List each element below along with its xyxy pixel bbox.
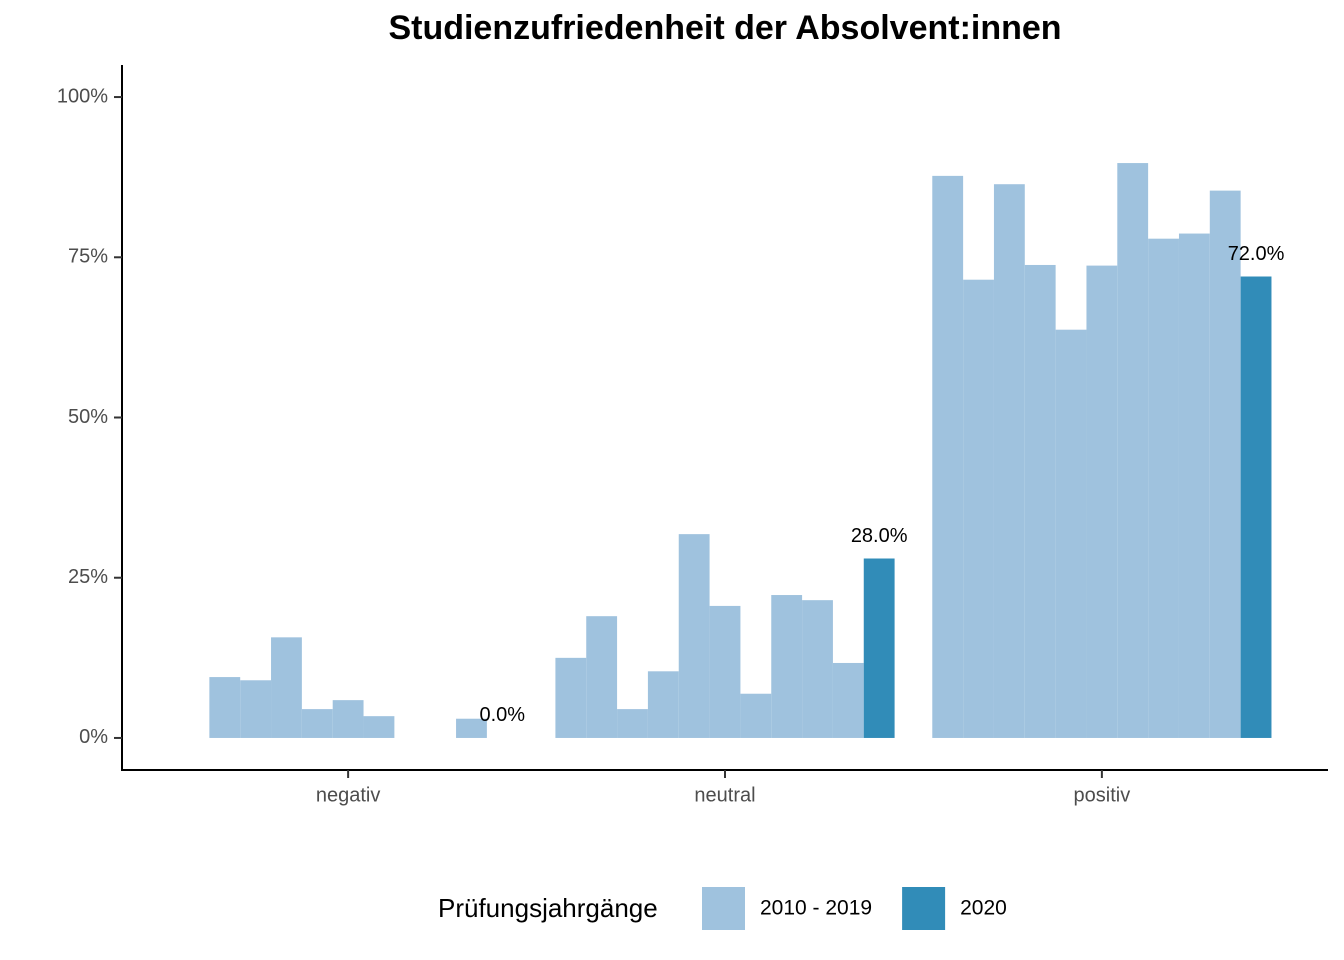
bar: [709, 605, 741, 738]
legend-label: 2020: [960, 897, 1007, 920]
bar: [209, 677, 241, 738]
x-tick-label: neutral: [694, 784, 755, 806]
legend-title: Prüfungsjahrgänge: [438, 893, 658, 923]
bar: [456, 718, 487, 738]
bar: [1086, 265, 1118, 738]
bar: [1055, 329, 1087, 738]
bar: [555, 657, 587, 738]
bar: [932, 175, 964, 738]
bar: [271, 637, 302, 738]
y-tick-label: 50%: [68, 406, 108, 428]
bar: [301, 709, 333, 738]
bar: [1240, 276, 1272, 738]
bar: [1178, 233, 1210, 738]
bar: [647, 671, 679, 738]
value-label: 72.0%: [1228, 243, 1285, 265]
legend-label: 2010 - 2019: [760, 897, 872, 920]
bar: [678, 534, 710, 738]
bar: [1117, 163, 1149, 738]
bar: [240, 680, 272, 738]
y-tick-label: 25%: [68, 566, 108, 588]
bar: [1024, 264, 1056, 738]
value-label: 28.0%: [851, 525, 908, 547]
bar: [1209, 190, 1241, 738]
bar: [993, 184, 1025, 738]
bar: [963, 279, 994, 738]
y-tick-label: 75%: [68, 246, 108, 268]
legend-key: [902, 887, 946, 930]
value-label: 0.0%: [480, 704, 526, 726]
bar: [586, 616, 618, 738]
x-tick-label: negativ: [316, 784, 381, 806]
bar: [802, 600, 833, 738]
y-tick-label: 100%: [57, 85, 108, 107]
bar: [363, 716, 395, 738]
x-tick-label: positiv: [1074, 784, 1131, 806]
bar: [771, 595, 803, 738]
bar: [617, 709, 648, 738]
bar: [1148, 238, 1179, 738]
bar: [740, 693, 772, 738]
bar: [832, 662, 864, 738]
bar: [863, 558, 895, 738]
y-tick-label: 0%: [79, 726, 108, 748]
legend-key: [702, 887, 745, 930]
chart-title: Studienzufriedenheit der Absolvent:innen: [388, 9, 1061, 47]
bar: [332, 700, 364, 738]
